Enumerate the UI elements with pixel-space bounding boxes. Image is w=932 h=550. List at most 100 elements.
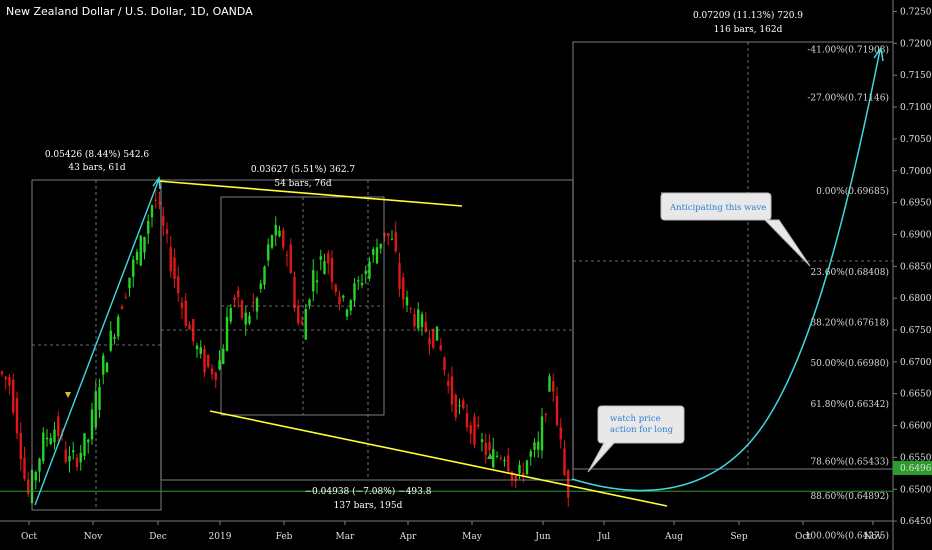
candle-body <box>240 300 244 318</box>
candles <box>0 189 570 507</box>
candle-body <box>398 263 401 289</box>
impulse-arrow <box>34 178 160 506</box>
x-tick-label: Mar <box>336 532 356 542</box>
candle-body <box>83 433 86 456</box>
candle-body <box>537 441 540 450</box>
candle-body <box>300 321 304 324</box>
x-tick-label: Aug <box>664 532 683 542</box>
fib-level-label: 100.00%(0.64275) <box>805 530 889 541</box>
candle-body <box>8 377 11 386</box>
measure-2-line2: 54 bars, 76d <box>274 179 332 189</box>
candle-body <box>79 452 82 463</box>
candle-body <box>409 308 412 310</box>
candle-body <box>143 236 146 253</box>
candle-body <box>518 464 521 474</box>
candle-body <box>312 270 315 292</box>
candle-body <box>413 314 416 327</box>
candle-body <box>315 280 319 283</box>
candle-body <box>105 362 109 373</box>
candle-body <box>522 472 525 477</box>
x-tick-label: Jul <box>597 532 610 542</box>
upper-trendline <box>157 180 463 207</box>
candle-body <box>117 316 120 337</box>
candle-body <box>387 233 390 237</box>
x-tick-label: Oct <box>21 532 37 542</box>
candle-body <box>68 456 71 462</box>
candle-body <box>417 309 420 329</box>
candle-body <box>203 348 206 373</box>
candle-body <box>533 442 536 450</box>
candle-body <box>319 256 322 260</box>
candle-body <box>169 247 172 272</box>
candle-body <box>173 257 176 280</box>
candle-body <box>0 371 4 374</box>
candle-body <box>503 459 506 462</box>
candle-body <box>480 439 484 443</box>
candle-body <box>375 247 379 264</box>
candle-body <box>139 235 142 266</box>
candle-body <box>465 413 469 428</box>
candle-body <box>229 308 232 322</box>
current-price-tag: 0.64969 <box>893 461 932 475</box>
candle-body <box>379 243 382 249</box>
candle-body <box>109 330 112 351</box>
candle-body <box>53 429 56 443</box>
candle-body <box>222 348 225 364</box>
candle-body <box>270 235 274 248</box>
trend-lines <box>0 46 893 507</box>
candle-body <box>488 442 491 451</box>
x-tick-label: Sep <box>730 532 747 542</box>
current-price-label: 0.64969 <box>900 464 932 474</box>
lower-trendline <box>209 410 668 507</box>
x-tick-label: Apr <box>399 532 417 542</box>
candle-body <box>563 448 566 476</box>
measure-1: 0.05426 (8.44%) 542.6 43 bars, 61d <box>45 149 150 173</box>
x-tick-label: Nov <box>84 532 103 542</box>
candle-body <box>154 199 157 201</box>
candle-body <box>327 253 330 264</box>
candle-body <box>207 355 210 367</box>
candle-body <box>567 470 570 498</box>
candle-body <box>135 251 139 261</box>
candle-body <box>188 324 191 330</box>
candle-body <box>304 308 307 340</box>
candle-body <box>293 276 296 309</box>
note-watch-line2: action for long <box>610 425 674 435</box>
note-anticipating-text: Anticipating this wave <box>669 203 766 213</box>
candle-body <box>87 439 90 443</box>
candle-body <box>428 338 431 345</box>
candle-body <box>450 376 454 405</box>
measure-2: 0.03627 (5.51%) 362.7 54 bars, 76d <box>251 164 356 189</box>
measure-4-line2: 116 bars, 162d <box>714 25 783 35</box>
candle-body <box>469 425 472 434</box>
fib-level-label: 23.60%(0.68408) <box>810 267 889 278</box>
projection-curve <box>571 49 881 492</box>
candle-body <box>72 450 75 453</box>
candle-body <box>405 297 409 306</box>
candle-body <box>184 300 187 326</box>
candle-body <box>255 298 259 312</box>
candle-body <box>297 305 300 324</box>
x-tick-label: Nov <box>864 532 883 542</box>
candle-body <box>360 282 364 286</box>
candle-body <box>4 376 7 380</box>
fib-levels: -41.00%(0.71903) -27.00%(0.71146) 0.00%(0.… <box>805 45 889 542</box>
candle-body <box>308 299 311 306</box>
candle-body <box>499 457 502 459</box>
candle-body <box>525 460 529 475</box>
candle-body <box>278 230 281 237</box>
candle-body <box>158 201 161 205</box>
candle-body <box>394 232 397 252</box>
candle-body <box>57 416 60 437</box>
marker-up-triangle <box>487 453 493 459</box>
chart-title: New Zealand Dollar / U.S. Dollar, 1D, OA… <box>6 5 253 18</box>
